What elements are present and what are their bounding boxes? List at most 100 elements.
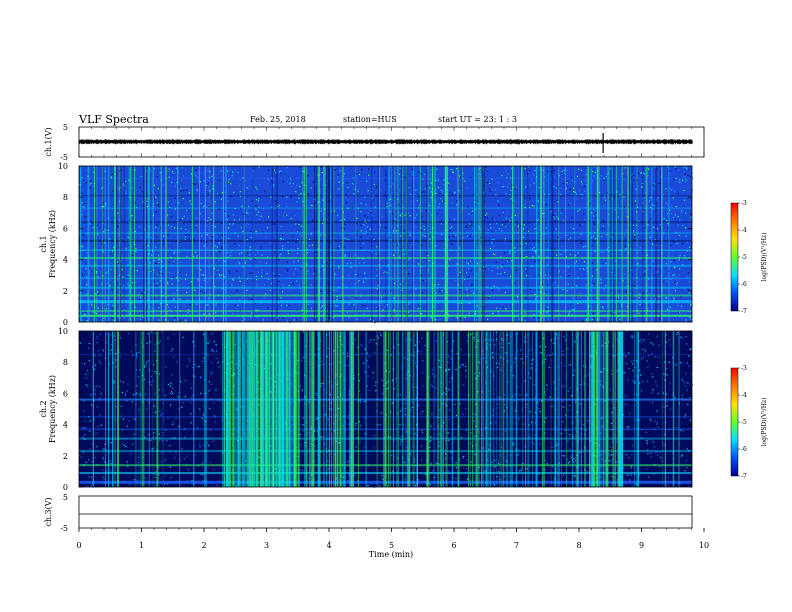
spectrogram-streak <box>328 331 330 487</box>
spectrogram-speckle <box>527 230 530 232</box>
spectrogram-speckle <box>212 485 214 487</box>
spectrogram-speckle <box>173 227 176 229</box>
spectrogram-speckle <box>662 281 664 283</box>
spectrogram-speckle <box>628 210 630 212</box>
spectrogram-speckle <box>451 226 453 228</box>
spectrogram-speckle <box>364 370 366 373</box>
spectrogram-speckle <box>134 479 136 481</box>
spectrogram-speckle <box>538 228 540 230</box>
spectrogram-speckle <box>448 439 450 441</box>
spectrogram-speckle <box>430 436 432 438</box>
spectrogram-speckle <box>169 466 171 468</box>
spectrogram-speckle <box>336 305 338 307</box>
spectrogram-speckle <box>555 409 557 411</box>
spectrogram-speckle <box>533 205 535 207</box>
spectrogram-speckle <box>426 252 428 254</box>
spectrogram-streak <box>419 166 421 322</box>
spectrogram-speckle <box>314 445 316 447</box>
spectrogram-streak <box>543 331 545 487</box>
spectrogram-speckle <box>159 172 161 174</box>
spectrogram-speckle <box>501 175 503 177</box>
spectrogram-speckle <box>101 187 103 189</box>
spectrogram-speckle <box>567 440 569 442</box>
spectrogram-speckle <box>448 265 450 267</box>
spectrogram-speckle <box>436 168 438 170</box>
spectrogram-speckle <box>505 285 507 287</box>
spectrogram-speckle <box>525 297 527 299</box>
spectrogram-speckle <box>508 342 510 345</box>
spectrogram-streak <box>123 166 125 322</box>
spectrogram-speckle <box>250 230 252 232</box>
spectrogram-speckle <box>161 461 163 463</box>
spectrogram-speckle <box>436 462 438 464</box>
spectrogram-speckle <box>279 274 281 276</box>
spectrogram-speckle <box>611 412 613 414</box>
spectrogram-speckle <box>98 354 100 356</box>
spectrogram-speckle <box>228 182 230 184</box>
spectrogram-speckle <box>316 418 318 420</box>
spectrogram-speckle <box>546 227 548 229</box>
spectrogram-speckle <box>557 273 559 275</box>
spectrogram-speckle <box>203 474 205 476</box>
spectrogram-speckle <box>115 353 117 355</box>
spectrogram-speckle <box>315 204 317 207</box>
spectrogram-streak <box>429 166 431 322</box>
spectrogram-speckle <box>492 356 494 358</box>
spectrogram-speckle <box>491 231 494 233</box>
spectrogram-speckle <box>535 437 537 439</box>
spectrogram-speckle <box>99 397 101 399</box>
spectrogram-streak <box>260 331 262 487</box>
spectrogram-speckle <box>421 459 423 461</box>
spectrogram-speckle <box>136 384 138 387</box>
spectrogram-speckle <box>336 437 338 439</box>
spectrogram-speckle <box>170 385 172 387</box>
spectrogram-speckle <box>516 186 518 188</box>
spectrogram-streak <box>427 331 430 487</box>
spectrogram-speckle <box>224 346 226 348</box>
spectrogram-speckle <box>636 179 638 181</box>
spectrogram-speckle <box>113 362 115 364</box>
spectrogram-speckle <box>674 266 676 268</box>
spectrogram-speckle <box>573 458 575 460</box>
spectrogram-speckle <box>241 204 243 206</box>
spectrogram-speckle <box>307 270 309 272</box>
spectrogram-streak <box>302 166 305 322</box>
spectrogram-speckle <box>81 202 83 204</box>
spectrogram-speckle <box>316 392 318 394</box>
spectrogram-speckle <box>141 342 143 344</box>
spectrogram-streak <box>468 331 470 487</box>
spectrogram-speckle <box>82 234 85 236</box>
spectrogram-speckle <box>401 439 403 441</box>
spectrogram-speckle <box>584 245 586 247</box>
spectrogram-speckle <box>216 485 218 487</box>
spectrogram-speckle <box>297 372 299 374</box>
spectrogram-speckle <box>264 365 266 367</box>
spectrogram-speckle <box>187 217 189 219</box>
spectrogram-speckle <box>549 276 551 278</box>
spectrogram-speckle <box>537 200 539 202</box>
spectrogram-speckle <box>653 446 655 448</box>
spectrogram-speckle <box>274 275 276 277</box>
spectrogram-speckle <box>159 258 161 260</box>
spectrogram-streak <box>256 331 258 487</box>
spectrogram-speckle <box>646 360 648 362</box>
spectrogram-streak <box>476 331 478 487</box>
spectrogram-speckle <box>567 283 569 285</box>
spectrogram-speckle <box>438 206 440 208</box>
spectrogram-speckle <box>572 228 574 230</box>
spectrogram-speckle <box>660 242 662 244</box>
spectrogram-speckle <box>377 307 379 310</box>
spectrogram-speckle <box>169 392 171 395</box>
spectrogram-speckle <box>559 379 561 381</box>
spectrogram-speckle <box>462 285 464 288</box>
spectrogram-speckle <box>200 320 202 322</box>
spectrogram-speckle <box>526 404 528 406</box>
spectrogram-speckle <box>94 389 96 391</box>
spectrogram-speckle <box>339 220 341 222</box>
spectrogram-speckle <box>206 234 208 236</box>
spectrogram-streak <box>239 331 241 487</box>
spectrogram-speckle <box>257 309 259 311</box>
spectrogram-speckle <box>646 442 648 444</box>
spectrogram-speckle <box>673 179 675 181</box>
spectrogram-streak <box>599 166 600 322</box>
